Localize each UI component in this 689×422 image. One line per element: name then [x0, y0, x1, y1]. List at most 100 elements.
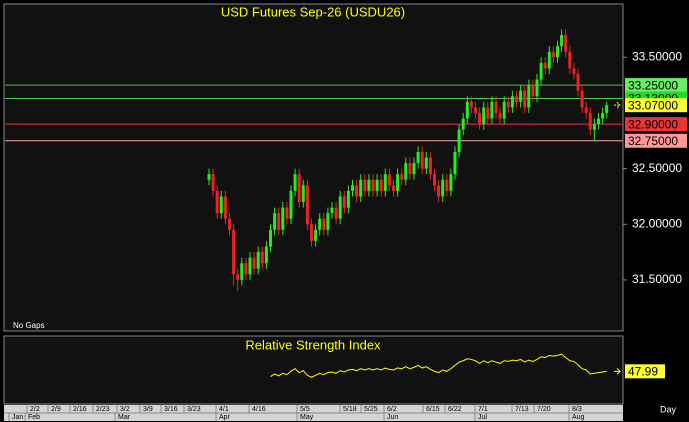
candle-body	[240, 263, 244, 280]
price-panel	[3, 3, 624, 332]
candle-body	[515, 96, 518, 102]
x-tick-label: 4/1	[219, 406, 229, 413]
rsi-label-box	[625, 364, 665, 379]
x-tick-label: 4/16	[252, 406, 266, 413]
rsi-panel	[3, 335, 624, 405]
candle-body	[387, 174, 391, 186]
candle-body	[392, 185, 395, 191]
x-tick-label: 5/18	[343, 406, 357, 413]
candle-body	[412, 163, 416, 175]
candle-body	[375, 179, 379, 191]
candle-body	[535, 79, 539, 97]
candle-body	[498, 112, 502, 119]
candle-body	[597, 118, 600, 125]
x-tick-label: 7/20	[537, 406, 551, 413]
level-label-box	[625, 133, 687, 148]
x-tick-label: 3/2	[120, 406, 130, 413]
month-label: Jan	[12, 414, 23, 421]
candle-body	[359, 179, 363, 197]
x-tick-label: 3/16	[164, 406, 178, 413]
candle-body	[383, 174, 387, 191]
candle-body	[264, 246, 268, 264]
candle-body	[248, 257, 252, 275]
candle-body	[428, 157, 432, 175]
candle-body	[342, 196, 346, 208]
candle-body	[449, 174, 453, 191]
level-label: 32.90000	[628, 117, 678, 131]
last-price-marker	[614, 101, 621, 109]
x-tick-label: 5/25	[364, 406, 378, 413]
candle-body	[297, 174, 301, 203]
candle-body	[424, 157, 428, 169]
candle-body	[277, 213, 281, 230]
candle-body	[260, 252, 264, 264]
candle-body	[441, 179, 445, 197]
candle-body	[420, 151, 424, 169]
y-tick-label: 31.50000	[632, 272, 682, 286]
candle-body	[539, 62, 543, 80]
x-tick-label: 3/23	[187, 406, 201, 413]
candle-body	[236, 274, 240, 280]
candle-body	[219, 196, 223, 214]
candle-body	[433, 174, 436, 186]
month-label: Jun	[387, 414, 398, 421]
candle-body	[322, 218, 326, 230]
candle-body	[367, 179, 371, 191]
candle-body	[556, 46, 559, 58]
x-tick-label: 8/3	[572, 406, 582, 413]
level-label: 33.25000	[628, 78, 678, 92]
candle-body	[560, 35, 564, 47]
level-label: 32.75000	[628, 134, 678, 148]
rsi-label: 47.99	[628, 364, 658, 378]
candle-body	[568, 51, 572, 69]
candle-body	[474, 107, 477, 113]
candle-body	[465, 101, 469, 119]
candle-body	[346, 190, 350, 208]
x-tick-label: 7/1	[478, 406, 488, 413]
candle-body	[605, 105, 609, 113]
candle-body	[305, 185, 309, 225]
candle-body	[437, 185, 441, 197]
candle-body	[461, 118, 465, 130]
candle-body	[211, 174, 215, 191]
candle-body	[531, 85, 535, 97]
candle-body	[572, 68, 576, 75]
candle-body	[334, 207, 338, 219]
candle-body	[301, 185, 305, 203]
x-tick-label: 2/16	[73, 406, 87, 413]
candle-body	[601, 112, 605, 119]
rsi-marker	[614, 367, 621, 375]
candle-body	[269, 229, 272, 247]
candle-body	[494, 101, 498, 113]
candle-body	[408, 163, 412, 175]
candle-body	[228, 218, 231, 230]
candle-body	[285, 207, 289, 219]
candle-body	[502, 101, 506, 119]
candle-body	[592, 124, 596, 130]
y-tick-label: 32.00000	[632, 216, 682, 230]
candle-body	[453, 151, 457, 175]
candle-body	[519, 90, 523, 102]
candle-body	[584, 107, 588, 113]
candle-body	[457, 129, 461, 152]
month-label: Apr	[219, 414, 231, 421]
candle-body	[506, 101, 510, 108]
candle-body	[445, 179, 449, 191]
chart-title: USD Futures Sep-26 (USDU26)	[221, 4, 405, 19]
candle-body	[351, 185, 354, 191]
x-tick-label: 2/9	[51, 406, 61, 413]
candle-body	[404, 163, 408, 180]
candle-body	[223, 196, 227, 219]
candle-body	[486, 107, 490, 119]
candle-body	[490, 101, 494, 119]
x-tick-label: 3/9	[143, 406, 153, 413]
candle-body	[289, 190, 293, 219]
level-label-box	[625, 98, 687, 113]
rsi-title: Relative Strength Index	[245, 337, 381, 352]
candle-body	[482, 107, 486, 125]
candle-body	[551, 51, 555, 58]
rsi-line	[270, 353, 607, 378]
y-tick-label: 32.50000	[632, 161, 682, 175]
